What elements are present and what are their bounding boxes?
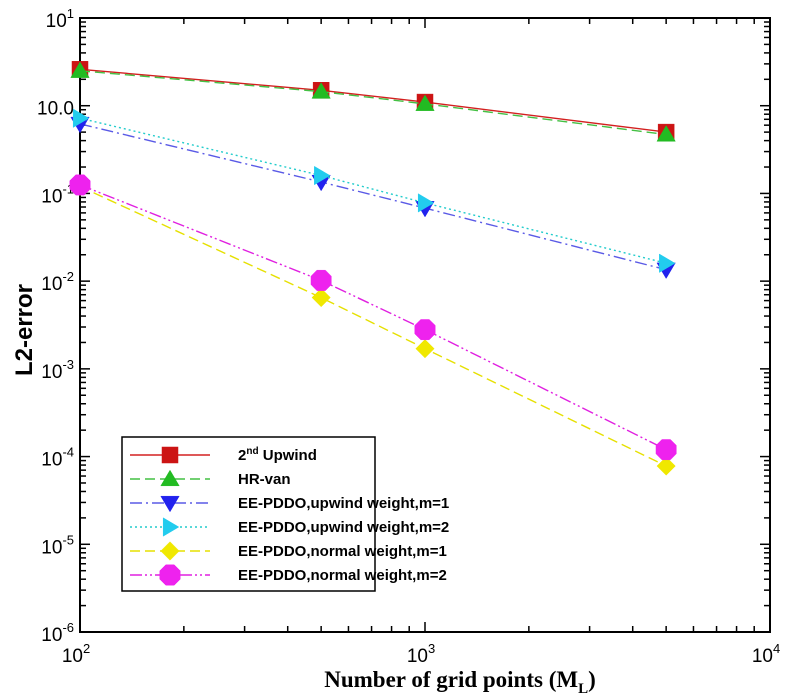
y-tick-label: 10-5 [41, 532, 74, 558]
data-point [414, 319, 436, 341]
series-line [79, 184, 667, 451]
series-0 [71, 61, 675, 141]
data-point [310, 269, 332, 291]
series-layer [69, 61, 677, 476]
data-point [656, 125, 676, 142]
legend-label: EE-PDDO,normal weight,m=1 [238, 543, 447, 560]
series-line [79, 68, 667, 133]
legend-label: EE-PDDO,upwind weight,m=2 [238, 519, 449, 536]
data-point [314, 165, 331, 186]
legend-label: EE-PDDO,upwind weight,m=1 [238, 495, 449, 512]
y-axis-label: L2-error [11, 284, 38, 376]
series-line [79, 117, 667, 264]
data-point [415, 339, 435, 359]
legend-marker [160, 541, 180, 561]
x-tick-label: 103 [407, 641, 435, 667]
data-point [70, 61, 90, 78]
data-point [311, 82, 331, 99]
y-tick-label: 10.0 [37, 99, 74, 120]
series-line [79, 70, 667, 136]
data-point [72, 108, 90, 128]
legend-marker [159, 564, 181, 586]
x-tick-label: 104 [752, 641, 780, 667]
legend-marker [160, 469, 180, 487]
y-tick-label: 10-1 [41, 181, 74, 207]
y-tick-label: 10-6 [41, 620, 74, 646]
series-line [79, 185, 667, 467]
legend-label: EE-PDDO,normal weight,m=2 [238, 567, 447, 584]
data-point [655, 439, 677, 461]
series-5 [69, 174, 677, 461]
y-tick-label: 10-4 [41, 445, 74, 471]
series-2 [70, 116, 676, 280]
legend-label: HR-van [238, 471, 291, 488]
legend-marker [162, 517, 180, 537]
data-point [659, 253, 676, 273]
series-line [79, 123, 667, 271]
data-point [656, 456, 676, 476]
data-point [415, 94, 435, 111]
y-tick-label: 101 [46, 6, 74, 32]
data-point [311, 287, 331, 308]
legend: 2nd Upwind HR-van EE-PDDO,upwind weight,m=… [121, 436, 449, 592]
y-tick-label: 10-3 [41, 357, 74, 383]
x-tick-label: 102 [62, 641, 90, 667]
y-tick-label: 10-2 [41, 269, 74, 295]
axis-ticks: 102 103 104 101 10.0 10-1 10-2 10-3 10-4 10-5 10-6 [37, 6, 780, 667]
series-1 [70, 61, 676, 142]
legend-label: 2nd Upwind [238, 446, 317, 464]
legend-marker [161, 446, 179, 464]
series-3 [72, 108, 676, 273]
legend-marker [160, 495, 180, 513]
data-point [69, 174, 91, 196]
data-point [417, 193, 435, 213]
x-axis-label: Number of grid points (ML) [324, 667, 596, 697]
series-4 [70, 176, 676, 476]
